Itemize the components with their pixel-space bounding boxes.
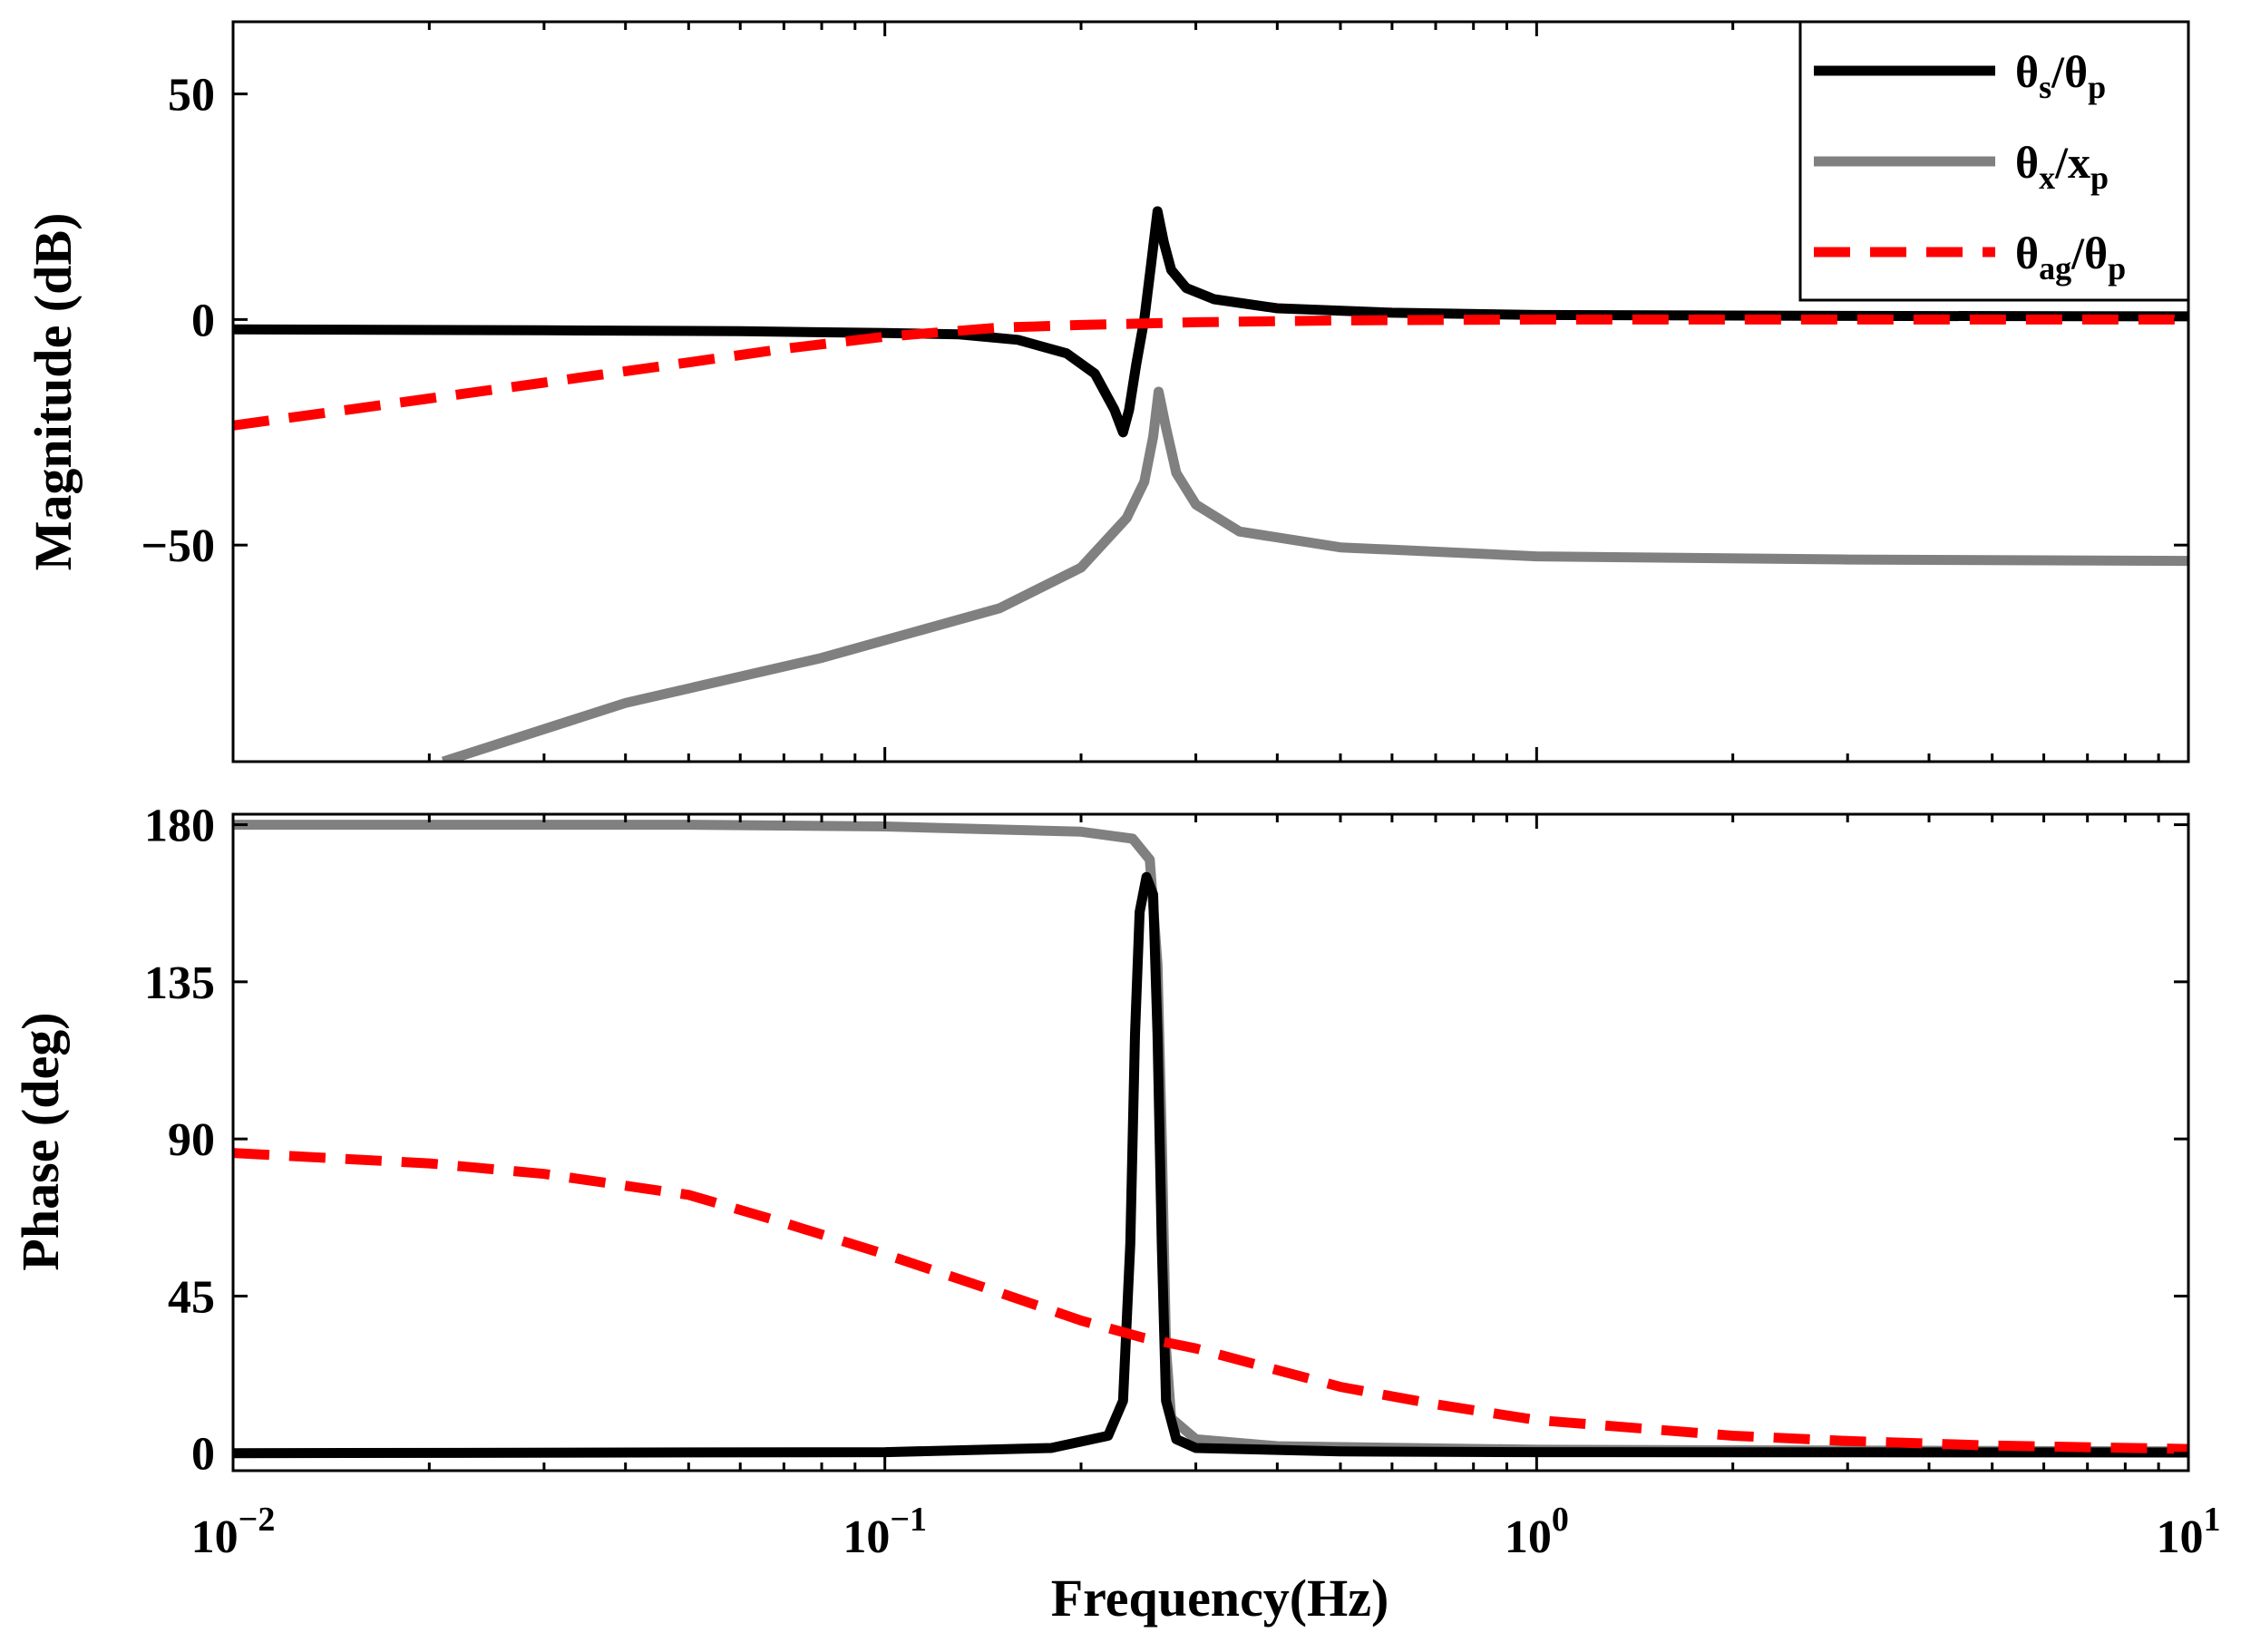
frequency-x-tick-label: 101 xyxy=(2157,1501,2221,1563)
magnitude-ylabel: Magnitude (dB) xyxy=(24,213,83,571)
magnitude-series-thetas-thetap xyxy=(233,206,2188,438)
phase-y-tick-label: 0 xyxy=(191,1429,215,1481)
frequency-x-tick-label: 100 xyxy=(1505,1501,1569,1563)
phase-series-group xyxy=(233,820,2188,1459)
magnitude-series-group xyxy=(233,206,2188,762)
phase-series-thetas-thetap xyxy=(233,871,2188,1459)
magnitude-subplot: 50 0 −50 Magnitude (dB) xyxy=(24,20,2190,763)
phase-y-tick-label: 180 xyxy=(144,801,215,852)
frequency-x-tick-label: 10−2 xyxy=(191,1501,276,1563)
magnitude-y-tick-label: −50 xyxy=(141,520,215,572)
magnitude-series-thetax-xp xyxy=(441,386,2188,762)
phase-ylabel: Phase (deg) xyxy=(11,1012,70,1270)
phase-subplot: 180 135 90 45 0 10−2 10−1 100 101 Phase (deg) Fr… xyxy=(11,801,2221,1628)
phase-series-thetax-xp xyxy=(233,820,2188,1457)
phase-series-thetaag-thetap xyxy=(233,1148,2188,1454)
magnitude-y-tick-label: 0 xyxy=(191,295,215,346)
magnitude-axes-frame xyxy=(231,20,2190,763)
frequency-x-tick-label: 10−1 xyxy=(843,1501,927,1563)
phase-ticks: 180 135 90 45 0 10−2 10−1 100 101 xyxy=(144,801,2221,1563)
phase-y-tick-label: 135 xyxy=(144,957,215,1009)
frequency-xlabel: Frequency(Hz) xyxy=(1051,1569,1389,1628)
magnitude-series-thetaag-thetap xyxy=(233,314,2188,431)
phase-y-tick-label: 90 xyxy=(168,1114,215,1166)
phase-axes-frame xyxy=(231,812,2190,1472)
magnitude-y-tick-label: 50 xyxy=(168,70,215,121)
legend: θs/θp θx/xp θag/θp xyxy=(1798,20,2190,302)
phase-y-tick-label: 45 xyxy=(168,1271,215,1323)
